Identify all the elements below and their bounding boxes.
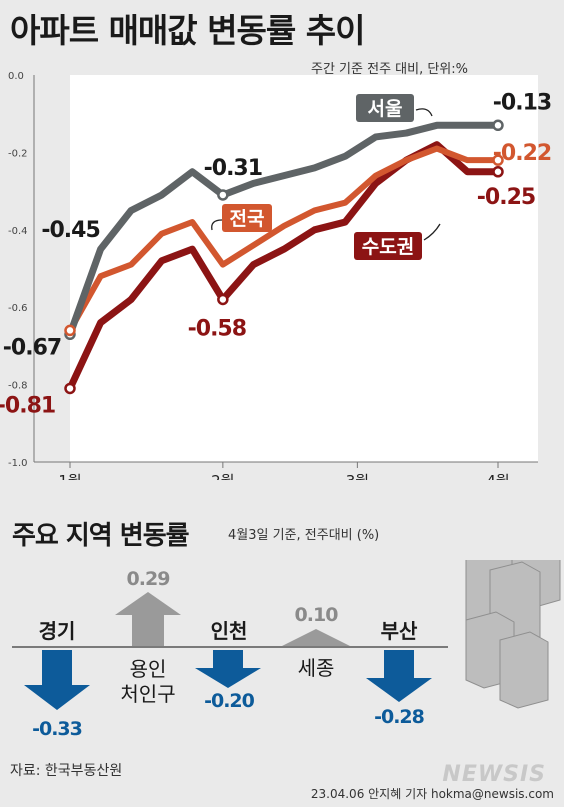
y-tick-label: 0.0 xyxy=(8,71,24,82)
value-yongin: 0.29 xyxy=(126,568,171,590)
region-busan: 부산 xyxy=(380,619,418,643)
credit-line: 23.04.06 안지혜 기자 hokma@newsis.com xyxy=(310,787,554,801)
value-annotation: -0.58 xyxy=(188,316,246,341)
region-incheon: 인천 xyxy=(210,619,248,643)
capital-pointer xyxy=(423,223,441,241)
yongin-up-arrow xyxy=(115,592,181,646)
series-label: 서울 xyxy=(368,98,403,120)
value-annotation: -0.31 xyxy=(204,156,262,181)
data-point-marker xyxy=(217,293,229,306)
chart-title: 아파트 매매값 변동률 추이 xyxy=(10,11,365,50)
value-sejong: 0.10 xyxy=(294,604,339,626)
value-annotation: -0.81 xyxy=(0,393,55,418)
busan-down-arrow xyxy=(366,650,432,702)
region-sejong: 세종 xyxy=(297,656,335,680)
national-pointer xyxy=(211,219,223,231)
x-tick-label: 1월 xyxy=(58,472,81,480)
series-line-1 xyxy=(67,145,501,334)
value-gyeonggi: -0.33 xyxy=(32,718,83,740)
buildings-illustration xyxy=(465,560,561,709)
data-point-marker xyxy=(217,189,229,201)
gyeonggi-down-arrow xyxy=(24,650,90,710)
series-line-0 xyxy=(66,121,502,338)
regions-baseline xyxy=(12,560,561,710)
incheon-down-arrow xyxy=(195,650,261,688)
y-tick-label: -0.6 xyxy=(8,303,28,314)
data-point-marker xyxy=(492,166,504,178)
y-tick-label: -0.4 xyxy=(8,226,28,237)
unit-note: 주간 기준 전주 대비, 단위:% xyxy=(311,62,468,77)
watermark-logo: NEWSIS xyxy=(442,762,546,787)
region-gyeonggi: 경기 xyxy=(38,619,76,643)
y-tick-label: -1.0 xyxy=(8,458,28,469)
data-point-marker xyxy=(492,154,504,166)
value-annotation: -0.67 xyxy=(3,335,61,360)
sejong-up-arrow xyxy=(282,629,350,646)
value-busan: -0.28 xyxy=(374,706,425,728)
value-incheon: -0.20 xyxy=(204,690,255,712)
y-tick-label: -0.8 xyxy=(8,381,28,392)
line-chart: 0.0 -0.2 -0.4 -0.6 -0.8 -1.0 1월 2월 3월 4월 -0.45 -0… xyxy=(0,71,552,480)
x-tick-label: 4월 xyxy=(486,472,509,480)
region-yongin: 용인 xyxy=(129,657,167,681)
series-label: 전국 xyxy=(230,208,265,230)
series-label-box xyxy=(356,94,414,122)
series-label-box xyxy=(354,232,422,260)
x-tick-label: 3월 xyxy=(346,472,369,480)
data-point-marker xyxy=(492,119,504,132)
series-label: 수도권 xyxy=(362,236,414,258)
x-tick-label: 2월 xyxy=(211,472,234,480)
region-cheoin-gu: 처인구 xyxy=(120,682,176,706)
value-annotation: -0.13 xyxy=(493,90,551,115)
data-point-marker xyxy=(64,324,76,337)
regions-title: 주요 지역 변동률 xyxy=(12,521,190,551)
value-annotation: -0.45 xyxy=(41,218,99,243)
value-annotation: -0.22 xyxy=(493,141,551,166)
source-note: 자료: 한국부동산원 xyxy=(10,763,123,779)
regions-note: 4월3일 기준, 전주대비 (%) xyxy=(228,528,380,543)
value-annotation: -0.25 xyxy=(477,185,535,210)
data-point-marker xyxy=(64,382,76,395)
seoul-pointer xyxy=(415,108,433,117)
plot-area xyxy=(70,75,538,462)
series-label-box xyxy=(222,204,272,232)
y-tick-label: -0.2 xyxy=(8,148,28,159)
